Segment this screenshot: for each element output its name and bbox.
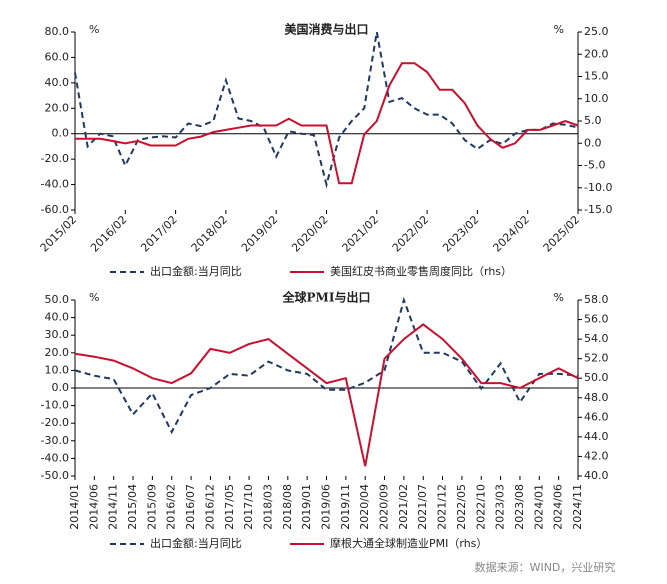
y2-tick-label: 15.0	[584, 70, 609, 83]
y-axis-label: %	[89, 23, 99, 36]
y2-tick-label: -15.0	[584, 203, 612, 216]
y-tick-label: 0.0	[52, 381, 70, 394]
y-tick-label: -50.0	[41, 469, 69, 482]
x-tick-label: 2020/04	[358, 484, 371, 530]
y-tick-label: 80.0	[45, 25, 70, 38]
y2-tick-label: 42.0	[584, 449, 609, 462]
x-tick-label: 2018/02	[189, 213, 231, 255]
y2-tick-label: 25.0	[584, 25, 609, 38]
y2-tick-label: 46.0	[584, 410, 609, 423]
y-tick-label: 40.0	[45, 311, 70, 324]
y2-tick-label: 20.0	[584, 47, 609, 60]
x-tick-label: 2019/02	[239, 213, 281, 255]
y-axis-label: %	[89, 291, 99, 304]
series-line	[74, 323, 579, 467]
x-tick-label: 2021/02	[340, 213, 382, 255]
x-tick-label: 2023/08	[513, 484, 526, 530]
legend-label: 美国红皮书商业零售周度同比（rhs）	[330, 264, 512, 278]
x-tick-label: 2015/09	[145, 484, 158, 530]
x-tick-label: 2017/10	[242, 484, 255, 530]
x-tick-label: 2019/06	[320, 484, 333, 530]
y2-tick-label: 50.0	[584, 371, 609, 384]
y2-tick-label: 56.0	[584, 313, 609, 326]
x-tick-label: 2015/02	[38, 213, 80, 255]
x-tick-label: 2014/01	[68, 484, 81, 530]
x-tick-label: 2020/02	[289, 213, 331, 255]
x-tick-label: 2016/02	[165, 484, 178, 530]
x-tick-label: 2021/02	[397, 484, 410, 530]
y2-tick-label: 44.0	[584, 430, 609, 443]
y2-tick-label: 48.0	[584, 391, 609, 404]
y-tick-label: 60.0	[45, 50, 70, 63]
x-tick-label: 2023/02	[440, 213, 482, 255]
y-tick-label: 40.0	[45, 76, 70, 89]
x-tick-label: 2023/03	[494, 484, 507, 530]
y-tick-label: -30.0	[41, 434, 69, 447]
x-tick-label: 2021/07	[416, 484, 429, 530]
y-tick-label: -20.0	[41, 152, 69, 165]
series-line	[74, 31, 579, 189]
x-tick-label: 2024/11	[571, 484, 584, 530]
y-tick-label: 0.0	[52, 127, 70, 140]
x-tick-label: 2016/02	[88, 213, 130, 255]
x-tick-label: 2014/06	[87, 484, 100, 530]
x-tick-label: 2019/01	[300, 484, 313, 530]
x-tick-label: 2021/12	[436, 484, 449, 530]
y-tick-label: -20.0	[41, 416, 69, 429]
y2-axis-label: %	[554, 23, 564, 36]
y-tick-label: -60.0	[41, 203, 69, 216]
y-tick-label: 20.0	[45, 346, 70, 359]
series-line	[75, 62, 579, 185]
source: 数据来源：WIND，兴业研究	[475, 560, 616, 574]
legend-label: 出口金额:当月同比	[150, 536, 242, 550]
x-tick-label: 2024/06	[552, 484, 565, 530]
y-tick-label: -10.0	[41, 399, 69, 412]
x-tick-label: 2019/11	[339, 484, 352, 530]
y2-tick-label: 40.0	[584, 469, 609, 482]
legend-label: 摩根大通全球制造业PMI（rhs）	[330, 536, 487, 550]
series-line	[74, 296, 579, 435]
x-tick-label: 2020/09	[378, 484, 391, 530]
y2-tick-label: -10.0	[584, 181, 612, 194]
y2-tick-label: 10.0	[584, 92, 609, 105]
x-tick-label: 2025/02	[541, 213, 583, 255]
x-tick-label: 2015/04	[126, 484, 139, 530]
y2-tick-label: 54.0	[584, 332, 609, 345]
x-tick-label: 2016/07	[184, 484, 197, 530]
y2-tick-label: -5.0	[584, 159, 605, 172]
y2-tick-label: 5.0	[584, 114, 602, 127]
y-tick-label: 50.0	[45, 293, 70, 306]
y2-tick-label: 52.0	[584, 352, 609, 365]
x-tick-label: 2016/12	[203, 484, 216, 530]
x-tick-label: 2022/02	[390, 213, 432, 255]
x-tick-label: 2024/01	[532, 484, 545, 530]
x-tick-label: 2014/11	[107, 484, 120, 530]
y2-tick-label: 0.0	[584, 136, 602, 149]
x-tick-label: 2017/02	[138, 213, 180, 255]
y-tick-label: -40.0	[41, 451, 69, 464]
y-tick-label: 10.0	[45, 363, 70, 376]
y2-axis-label: %	[554, 291, 564, 304]
y-tick-label: -40.0	[41, 178, 69, 191]
x-tick-label: 2022/10	[474, 484, 487, 530]
legend-label: 出口金额:当月同比	[150, 264, 242, 278]
x-tick-label: 2018/03	[261, 484, 274, 530]
chart-title: 美国消费与出口	[284, 22, 368, 37]
chart-title: 全球PMI与出口	[282, 290, 371, 305]
x-tick-label: 2017/05	[223, 484, 236, 530]
y-tick-label: 20.0	[45, 101, 70, 114]
x-tick-label: 2024/02	[490, 213, 532, 255]
y-tick-label: 30.0	[45, 328, 70, 341]
x-tick-label: 2022/05	[455, 484, 468, 530]
x-tick-label: 2018/08	[281, 484, 294, 530]
y2-tick-label: 58.0	[584, 293, 609, 306]
